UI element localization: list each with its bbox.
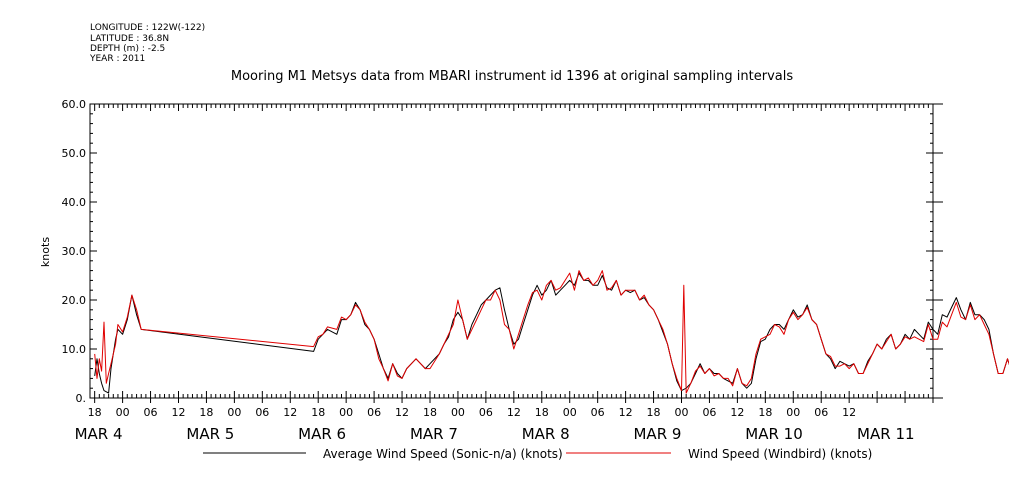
y-tick-label: 10.0 <box>62 343 87 356</box>
x-tick-label: 06 <box>255 406 269 419</box>
x-tick-label: 00 <box>786 406 800 419</box>
date-label: MAR 4 <box>75 425 123 443</box>
y-tick-label: 0. <box>76 392 87 405</box>
legend-label: Wind Speed (Windbird) (knots) <box>688 447 872 461</box>
legend: Average Wind Speed (Sonic-n/a) (knots) Wi… <box>203 447 872 461</box>
x-tick-label: 18 <box>423 406 437 419</box>
x-tick-label: 00 <box>227 406 241 419</box>
plot-frame <box>89 103 934 399</box>
x-tick-label: 12 <box>842 406 856 419</box>
x-tick-label: 12 <box>507 406 521 419</box>
legend-label: Average Wind Speed (Sonic-n/a) (knots) <box>323 447 563 461</box>
x-tick-label: 06 <box>814 406 828 419</box>
y-tick-label: 50.0 <box>62 147 87 160</box>
longitude-label: LONGITUDE : 122W(-122) <box>90 23 205 33</box>
y-axis-label: knots <box>39 237 52 267</box>
date-label: MAR 8 <box>522 425 570 443</box>
x-tick-label: 12 <box>283 406 297 419</box>
x-tick-label: 12 <box>395 406 409 419</box>
x-tick-label: 06 <box>144 406 158 419</box>
latitude-label: LATITUDE : 36.8N <box>90 34 169 44</box>
metadata-block: LONGITUDE : 122W(-122) LATITUDE : 36.8N … <box>89 23 205 64</box>
x-tick-label: 12 <box>619 406 633 419</box>
date-label: MAR 9 <box>633 425 681 443</box>
x-tick-label: 06 <box>702 406 716 419</box>
x-tick-label: 00 <box>674 406 688 419</box>
y-tick-label: 20.0 <box>62 294 87 307</box>
x-tick-label: 00 <box>563 406 577 419</box>
chart-title: Mooring M1 Metsys data from MBARI instru… <box>231 69 793 84</box>
x-tick-label: 18 <box>647 406 661 419</box>
x-tick-label: 00 <box>339 406 353 419</box>
date-label: MAR 5 <box>186 425 234 443</box>
x-tick-label: 12 <box>730 406 744 419</box>
x-tick-label: 00 <box>451 406 465 419</box>
date-label: MAR 6 <box>298 425 346 443</box>
series-layer <box>94 270 1009 394</box>
x-axis: 18 00 06 12 18 00 06 12 18 00 06 12 18 00 06 12 18 00 06 12… <box>75 104 934 443</box>
y-axis: 0. 10.0 20.0 30.0 40.0 50.0 60.0 <box>62 98 943 405</box>
x-tick-label: 18 <box>535 406 549 419</box>
x-tick-label: 06 <box>367 406 381 419</box>
y-tick-label: 30.0 <box>62 245 87 258</box>
x-tick-label: 00 <box>116 406 130 419</box>
x-tick-label: 18 <box>88 406 102 419</box>
date-label: MAR 7 <box>410 425 458 443</box>
y-tick-label: 60.0 <box>62 98 87 111</box>
series-line-2 <box>94 270 1009 394</box>
x-tick-label: 18 <box>311 406 325 419</box>
y-tick-label: 40.0 <box>62 196 87 209</box>
x-tick-label: 18 <box>758 406 772 419</box>
x-tick-label: 06 <box>591 406 605 419</box>
x-tick-label: 18 <box>199 406 213 419</box>
depth-label: DEPTH (m) : -2.5 <box>90 44 165 54</box>
series-line-1 <box>94 272 1009 394</box>
date-label: MAR 10 <box>745 425 802 443</box>
date-label: MAR 11 <box>857 425 914 443</box>
x-tick-label: 12 <box>171 406 185 419</box>
year-label: YEAR : 2011 <box>89 54 145 64</box>
x-tick-label: 06 <box>479 406 493 419</box>
